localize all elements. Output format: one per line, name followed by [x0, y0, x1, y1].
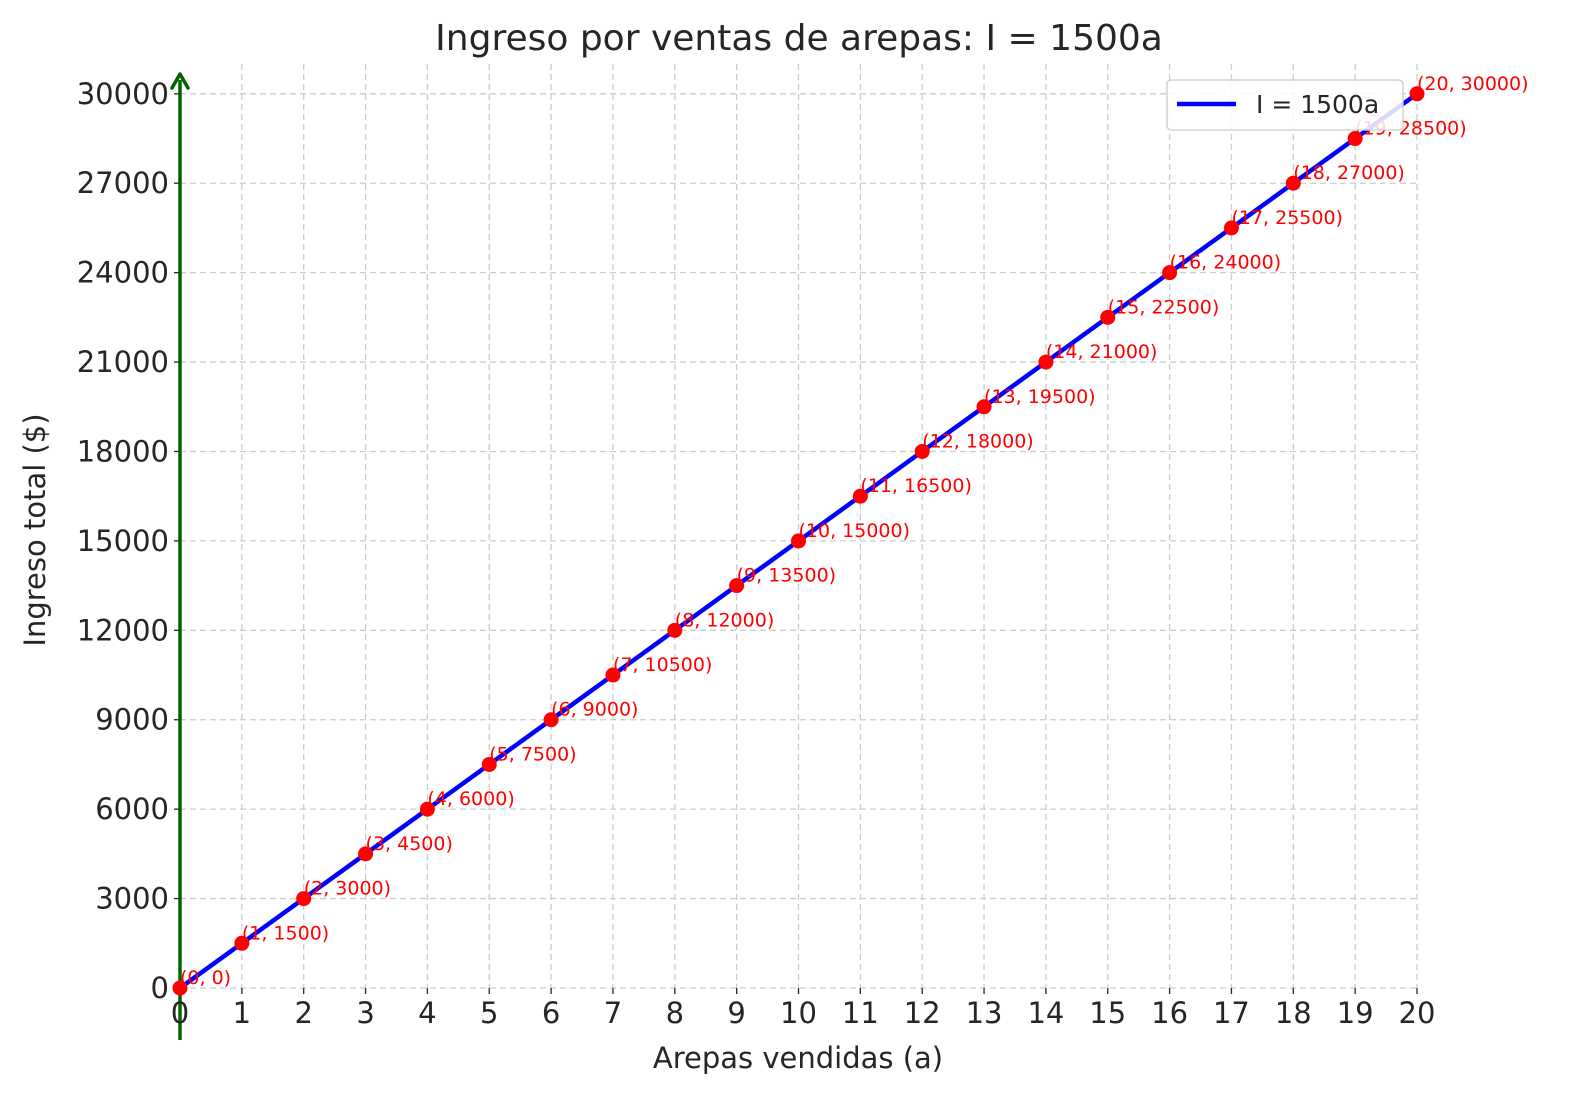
y-tick-label: 9000 [95, 703, 169, 737]
x-tick-label: 6 [542, 996, 560, 1030]
data-point [852, 488, 868, 504]
x-tick-label: 14 [1027, 996, 1064, 1030]
y-tick-label: 18000 [77, 434, 169, 468]
data-point [1285, 175, 1301, 191]
y-tick-label: 6000 [95, 792, 169, 826]
data-point [976, 399, 992, 415]
x-tick-label: 17 [1213, 996, 1250, 1030]
point-label: (15, 22500) [1108, 296, 1220, 318]
x-tick-label: 9 [727, 996, 745, 1030]
data-point [543, 712, 559, 728]
x-tick-label: 20 [1399, 996, 1436, 1030]
legend: I = 1500a [1166, 79, 1404, 131]
chart-title: Ingreso por ventas de arepas: I = 1500a [435, 18, 1163, 59]
x-tick-label: 13 [966, 996, 1003, 1030]
data-point [419, 801, 435, 817]
point-label: (17, 25500) [1231, 207, 1343, 229]
x-tick-label: 11 [842, 996, 879, 1030]
point-label: (18, 27000) [1293, 162, 1405, 184]
point-label: (8, 12000) [675, 609, 774, 631]
point-label: (5, 7500) [489, 743, 576, 765]
data-point [358, 846, 374, 862]
point-label: (7, 10500) [613, 654, 712, 676]
x-tick-label: 0 [171, 996, 189, 1030]
y-tick-label: 3000 [95, 882, 169, 916]
x-tick-label: 16 [1151, 996, 1188, 1030]
data-point [234, 935, 250, 951]
data-point [481, 756, 497, 772]
x-tick-label: 4 [418, 996, 436, 1030]
x-tick-label: 3 [356, 996, 374, 1030]
point-label: (20, 30000) [1417, 73, 1529, 95]
data-point [172, 980, 188, 996]
point-label: (0, 0) [180, 967, 231, 989]
data-point [729, 578, 745, 594]
point-label: (9, 13500) [737, 565, 836, 587]
data-point [1100, 309, 1116, 325]
data-point [1223, 220, 1239, 236]
point-label: (2, 3000) [304, 878, 391, 900]
data-point [1409, 86, 1425, 102]
data-point [1038, 354, 1054, 370]
data-point [1162, 265, 1178, 281]
point-label: (6, 9000) [551, 699, 638, 721]
y-tick-label: 12000 [77, 613, 169, 647]
legend-label: I = 1500a [1256, 90, 1379, 119]
data-point [296, 891, 312, 907]
point-label: (1, 1500) [242, 922, 329, 944]
grid-lines [180, 64, 1418, 989]
data-point [791, 533, 806, 549]
data-point [914, 443, 930, 459]
tick-labels: 0 1 2 3 4 5 6 7 8 9 10 11 12 13 14 15 16 17 18 19 2003000600… [77, 77, 1436, 1030]
y-axis-arrow-head [170, 72, 190, 90]
point-labels: (0, 0) (1, 1500) (2, 3000) (3, 4500) (4, 600… [180, 73, 1529, 989]
point-label: (16, 24000) [1170, 252, 1282, 274]
y-tick-label: 24000 [77, 256, 169, 290]
legend-box [1166, 79, 1404, 131]
x-tick-label: 18 [1275, 996, 1312, 1030]
x-axis-label: Arepas vendidas (a) [653, 1041, 943, 1075]
data-point [667, 622, 683, 638]
x-tick-label: 15 [1089, 996, 1126, 1030]
y-axis-label: Ingreso total ($) [18, 413, 52, 646]
point-label: (3, 4500) [366, 833, 453, 855]
x-tick-label: 2 [294, 996, 312, 1030]
x-tick-label: 7 [604, 996, 622, 1030]
x-tick-label: 10 [780, 996, 817, 1030]
point-label: (4, 6000) [427, 788, 514, 810]
x-tick-label: 5 [480, 996, 498, 1030]
data-point [605, 667, 621, 683]
point-label: (11, 16500) [860, 475, 972, 497]
data-points [172, 86, 1425, 996]
point-label: (10, 15000) [799, 520, 911, 542]
data-point [1347, 131, 1363, 147]
x-tick-label: 12 [904, 996, 941, 1030]
y-tick-label: 0 [151, 971, 169, 1005]
x-tick-label: 19 [1337, 996, 1374, 1030]
x-tick-label: 1 [233, 996, 251, 1030]
y-tick-label: 30000 [77, 77, 169, 111]
y-tick-label: 27000 [77, 166, 169, 200]
point-label: (14, 21000) [1046, 341, 1158, 363]
y-tick-label: 15000 [77, 524, 169, 558]
point-label: (13, 19500) [984, 386, 1096, 408]
point-label: (12, 18000) [922, 430, 1034, 452]
y-tick-label: 21000 [77, 345, 169, 379]
x-tick-label: 8 [666, 996, 684, 1030]
